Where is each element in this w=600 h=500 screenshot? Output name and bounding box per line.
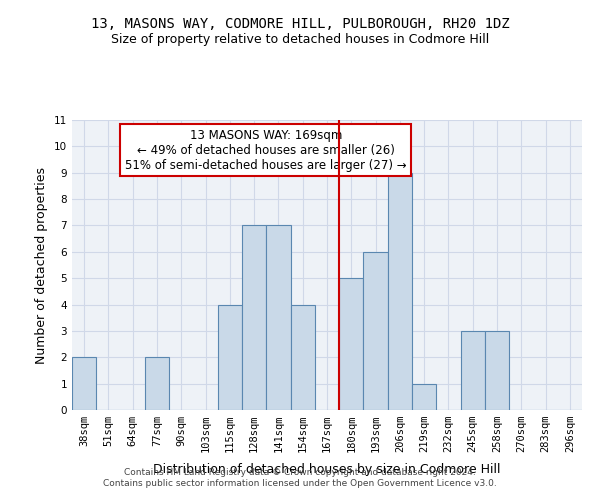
Bar bbox=[72, 358, 96, 410]
Y-axis label: Number of detached properties: Number of detached properties bbox=[35, 166, 49, 364]
Bar bbox=[290, 304, 315, 410]
Text: Contains HM Land Registry data © Crown copyright and database right 2024.
Contai: Contains HM Land Registry data © Crown c… bbox=[103, 468, 497, 487]
Bar bbox=[485, 331, 509, 410]
Bar bbox=[145, 358, 169, 410]
Bar bbox=[242, 226, 266, 410]
X-axis label: Distribution of detached houses by size in Codmore Hill: Distribution of detached houses by size … bbox=[153, 464, 501, 476]
Text: 13 MASONS WAY: 169sqm
← 49% of detached houses are smaller (26)
51% of semi-deta: 13 MASONS WAY: 169sqm ← 49% of detached … bbox=[125, 128, 407, 172]
Bar bbox=[412, 384, 436, 410]
Bar bbox=[339, 278, 364, 410]
Bar bbox=[218, 304, 242, 410]
Bar bbox=[388, 172, 412, 410]
Text: Size of property relative to detached houses in Codmore Hill: Size of property relative to detached ho… bbox=[111, 32, 489, 46]
Bar bbox=[364, 252, 388, 410]
Text: 13, MASONS WAY, CODMORE HILL, PULBOROUGH, RH20 1DZ: 13, MASONS WAY, CODMORE HILL, PULBOROUGH… bbox=[91, 18, 509, 32]
Bar bbox=[266, 226, 290, 410]
Bar bbox=[461, 331, 485, 410]
